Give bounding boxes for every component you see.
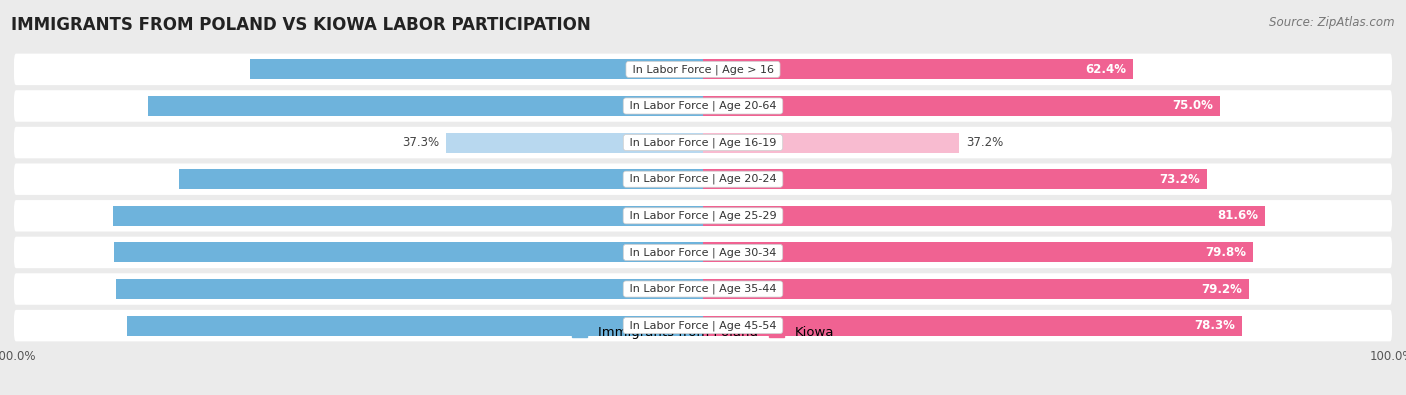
Bar [703, 279, 1249, 299]
Bar [114, 206, 703, 226]
FancyBboxPatch shape [14, 273, 1392, 305]
Text: 85.5%: 85.5% [634, 246, 675, 259]
Bar [179, 169, 703, 189]
Bar [703, 132, 959, 152]
Bar [114, 243, 703, 263]
FancyBboxPatch shape [14, 200, 1392, 231]
Text: 62.4%: 62.4% [1085, 63, 1126, 76]
Text: 65.8%: 65.8% [634, 63, 675, 76]
Bar [703, 169, 1208, 189]
FancyBboxPatch shape [14, 90, 1392, 122]
Text: 79.2%: 79.2% [1201, 282, 1241, 295]
Bar [127, 316, 703, 336]
Text: 85.6%: 85.6% [634, 209, 675, 222]
Text: Source: ZipAtlas.com: Source: ZipAtlas.com [1270, 16, 1395, 29]
FancyBboxPatch shape [14, 237, 1392, 268]
Text: In Labor Force | Age 30-34: In Labor Force | Age 30-34 [626, 247, 780, 258]
Text: In Labor Force | Age 20-64: In Labor Force | Age 20-64 [626, 101, 780, 111]
FancyBboxPatch shape [14, 310, 1392, 341]
Bar [250, 59, 703, 79]
Text: In Labor Force | Age 45-54: In Labor Force | Age 45-54 [626, 320, 780, 331]
Legend: Immigrants from Poland, Kiowa: Immigrants from Poland, Kiowa [567, 320, 839, 344]
FancyBboxPatch shape [14, 164, 1392, 195]
Text: 80.6%: 80.6% [634, 100, 675, 113]
FancyBboxPatch shape [14, 127, 1392, 158]
Text: In Labor Force | Age 16-19: In Labor Force | Age 16-19 [626, 137, 780, 148]
Bar [446, 132, 703, 152]
Bar [703, 243, 1253, 263]
Bar [703, 316, 1243, 336]
FancyBboxPatch shape [14, 54, 1392, 85]
Text: In Labor Force | Age 35-44: In Labor Force | Age 35-44 [626, 284, 780, 294]
Text: 79.8%: 79.8% [1205, 246, 1246, 259]
Text: In Labor Force | Age 20-24: In Labor Force | Age 20-24 [626, 174, 780, 184]
Text: 83.6%: 83.6% [634, 319, 675, 332]
Bar [148, 96, 703, 116]
Bar [703, 59, 1133, 79]
Bar [703, 206, 1265, 226]
Text: 73.2%: 73.2% [1160, 173, 1201, 186]
Text: 37.3%: 37.3% [402, 136, 439, 149]
Text: 81.6%: 81.6% [1218, 209, 1258, 222]
Text: 78.3%: 78.3% [1195, 319, 1236, 332]
Bar [703, 96, 1219, 116]
Text: 76.1%: 76.1% [634, 173, 675, 186]
Text: 37.2%: 37.2% [966, 136, 1004, 149]
Text: IMMIGRANTS FROM POLAND VS KIOWA LABOR PARTICIPATION: IMMIGRANTS FROM POLAND VS KIOWA LABOR PA… [11, 16, 591, 34]
Text: 75.0%: 75.0% [1173, 100, 1213, 113]
Text: In Labor Force | Age 25-29: In Labor Force | Age 25-29 [626, 211, 780, 221]
Text: 85.2%: 85.2% [634, 282, 675, 295]
Text: In Labor Force | Age > 16: In Labor Force | Age > 16 [628, 64, 778, 75]
Bar [117, 279, 703, 299]
